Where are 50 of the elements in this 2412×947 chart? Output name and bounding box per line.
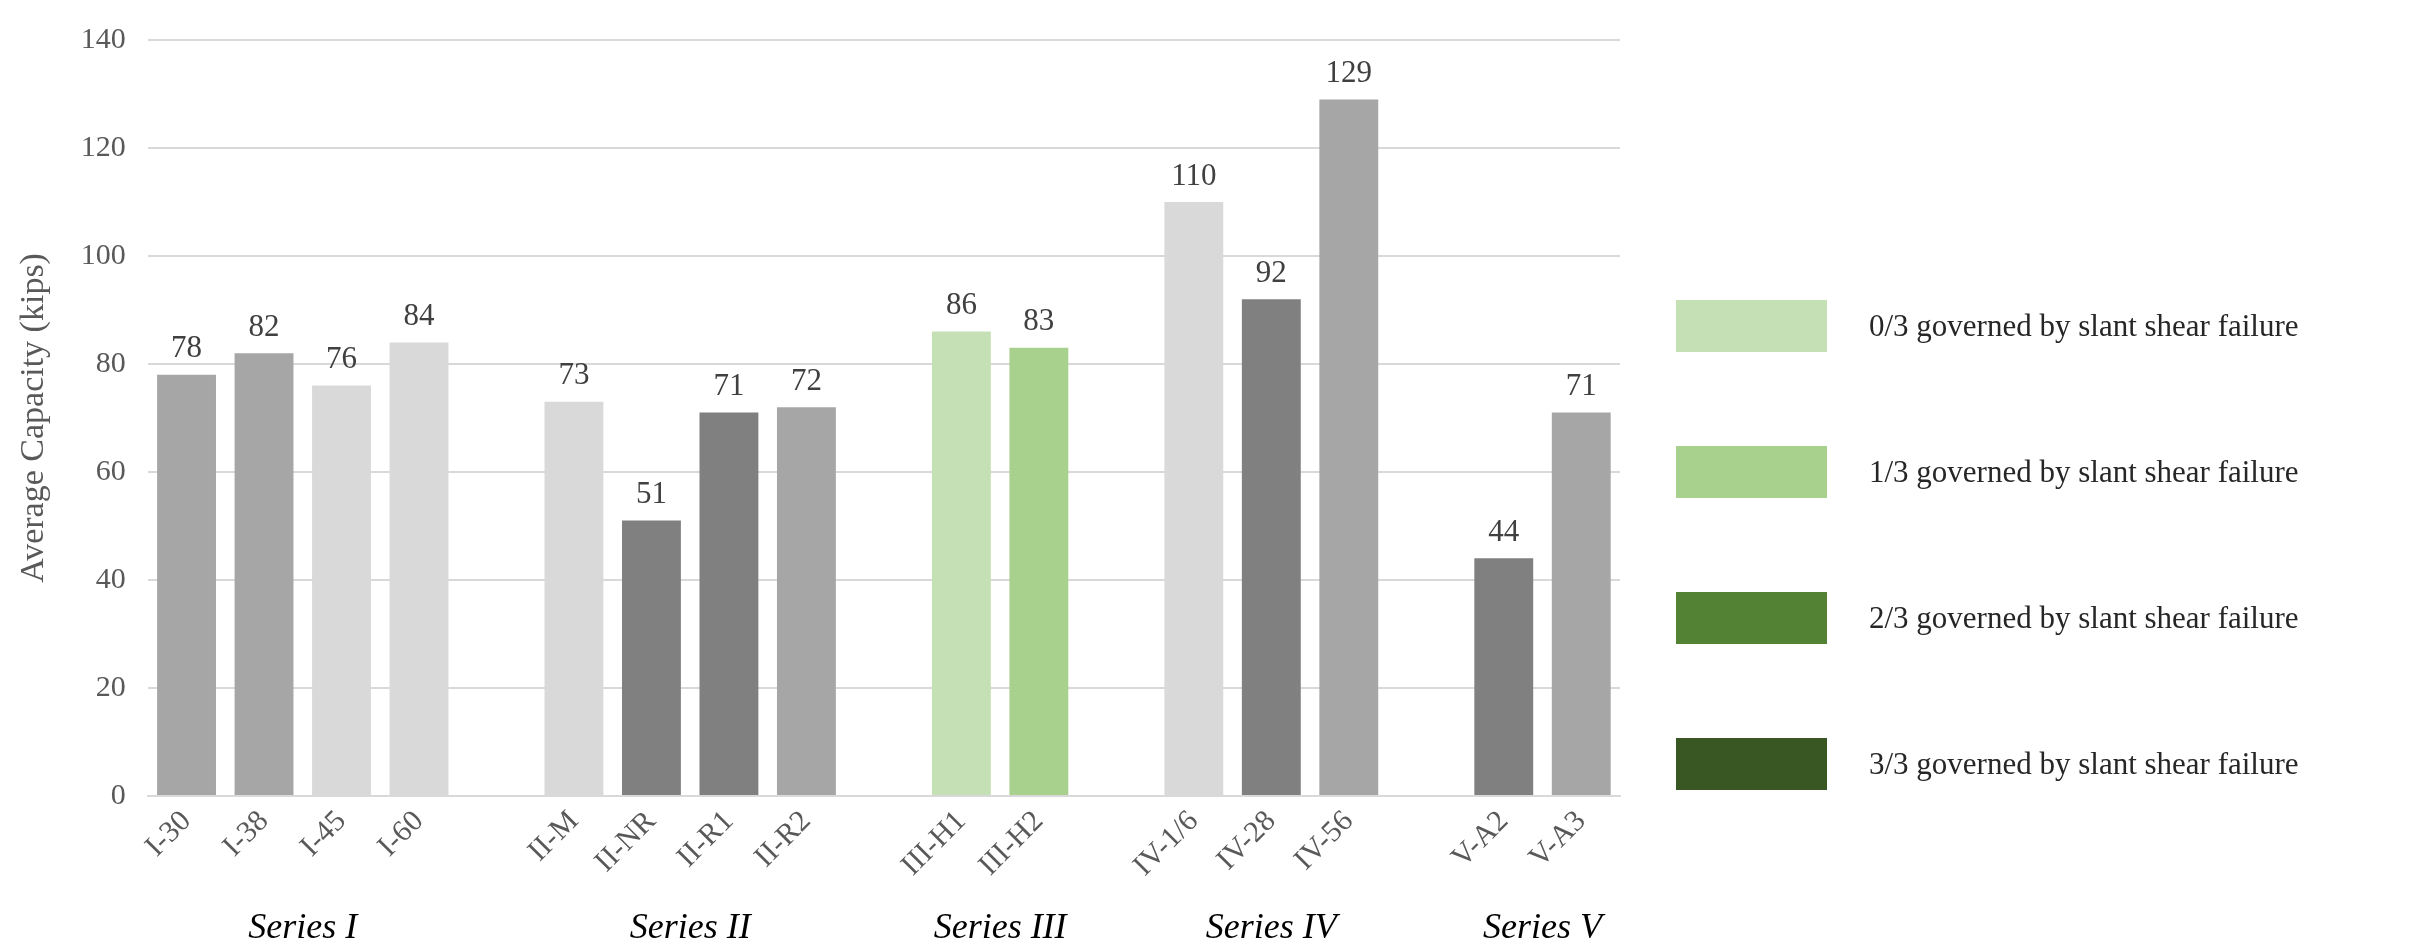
- y-tick-label: 80: [95, 344, 126, 378]
- bar: [1551, 412, 1611, 795]
- x-tick-label: I-30: [137, 803, 197, 862]
- y-axis-title: Average Capacity (kips): [13, 253, 52, 583]
- data-label: 84: [403, 297, 435, 333]
- x-tick-label: V-A2: [1443, 803, 1514, 873]
- y-tick-label: 0: [110, 776, 126, 810]
- legend-label: 0/3 governed by slant shear failure: [1869, 308, 2299, 344]
- text: Series IV: [1205, 906, 1341, 946]
- bar: [776, 407, 836, 795]
- bar: [622, 520, 681, 795]
- x-tick-label: I-60: [370, 803, 429, 862]
- bar: [1474, 558, 1534, 795]
- bar: [1009, 347, 1069, 795]
- bar: [157, 374, 216, 795]
- data-label: 71: [1565, 367, 1597, 403]
- text: Series I: [248, 906, 360, 946]
- data-label: 73: [558, 356, 590, 392]
- bar: [1319, 99, 1379, 795]
- y-tick-label: 140: [80, 20, 126, 54]
- data-label: 44: [1488, 513, 1520, 548]
- bar: [1241, 299, 1301, 795]
- y-tick-label: 120: [80, 128, 126, 162]
- text: Series III: [933, 906, 1069, 946]
- bar: [699, 412, 759, 795]
- legend-label: 3/3 governed by slant shear failure: [1869, 746, 2299, 782]
- text: Series V: [1483, 906, 1607, 946]
- y-tick-label: 100: [80, 236, 126, 270]
- data-label: 129: [1325, 54, 1373, 90]
- data-label: 76: [326, 340, 358, 376]
- x-tick-label: I-38: [215, 803, 274, 862]
- x-tick-label: V-A3: [1521, 803, 1592, 873]
- x-tick-label: I-45: [292, 803, 352, 862]
- bar: [234, 353, 294, 795]
- y-tick-label: 20: [95, 668, 126, 702]
- legend-label: 1/3 governed by slant shear failure: [1869, 454, 2299, 490]
- data-label: 72: [790, 361, 822, 397]
- text: Series II: [629, 906, 753, 946]
- data-label: 86: [945, 286, 977, 322]
- y-tick-label: 40: [95, 560, 126, 594]
- data-label: 83: [1023, 302, 1055, 338]
- y-tick-label: 60: [95, 452, 126, 486]
- data-label: 51: [635, 475, 667, 511]
- legend-label: 2/3 governed by slant shear failure: [1869, 600, 2299, 636]
- bar: [931, 331, 991, 795]
- data-label: 82: [248, 307, 280, 343]
- data-label: 92: [1255, 253, 1287, 289]
- data-label: 78: [171, 329, 203, 365]
- data-label: 71: [713, 367, 745, 403]
- data-label: 110: [1171, 156, 1217, 192]
